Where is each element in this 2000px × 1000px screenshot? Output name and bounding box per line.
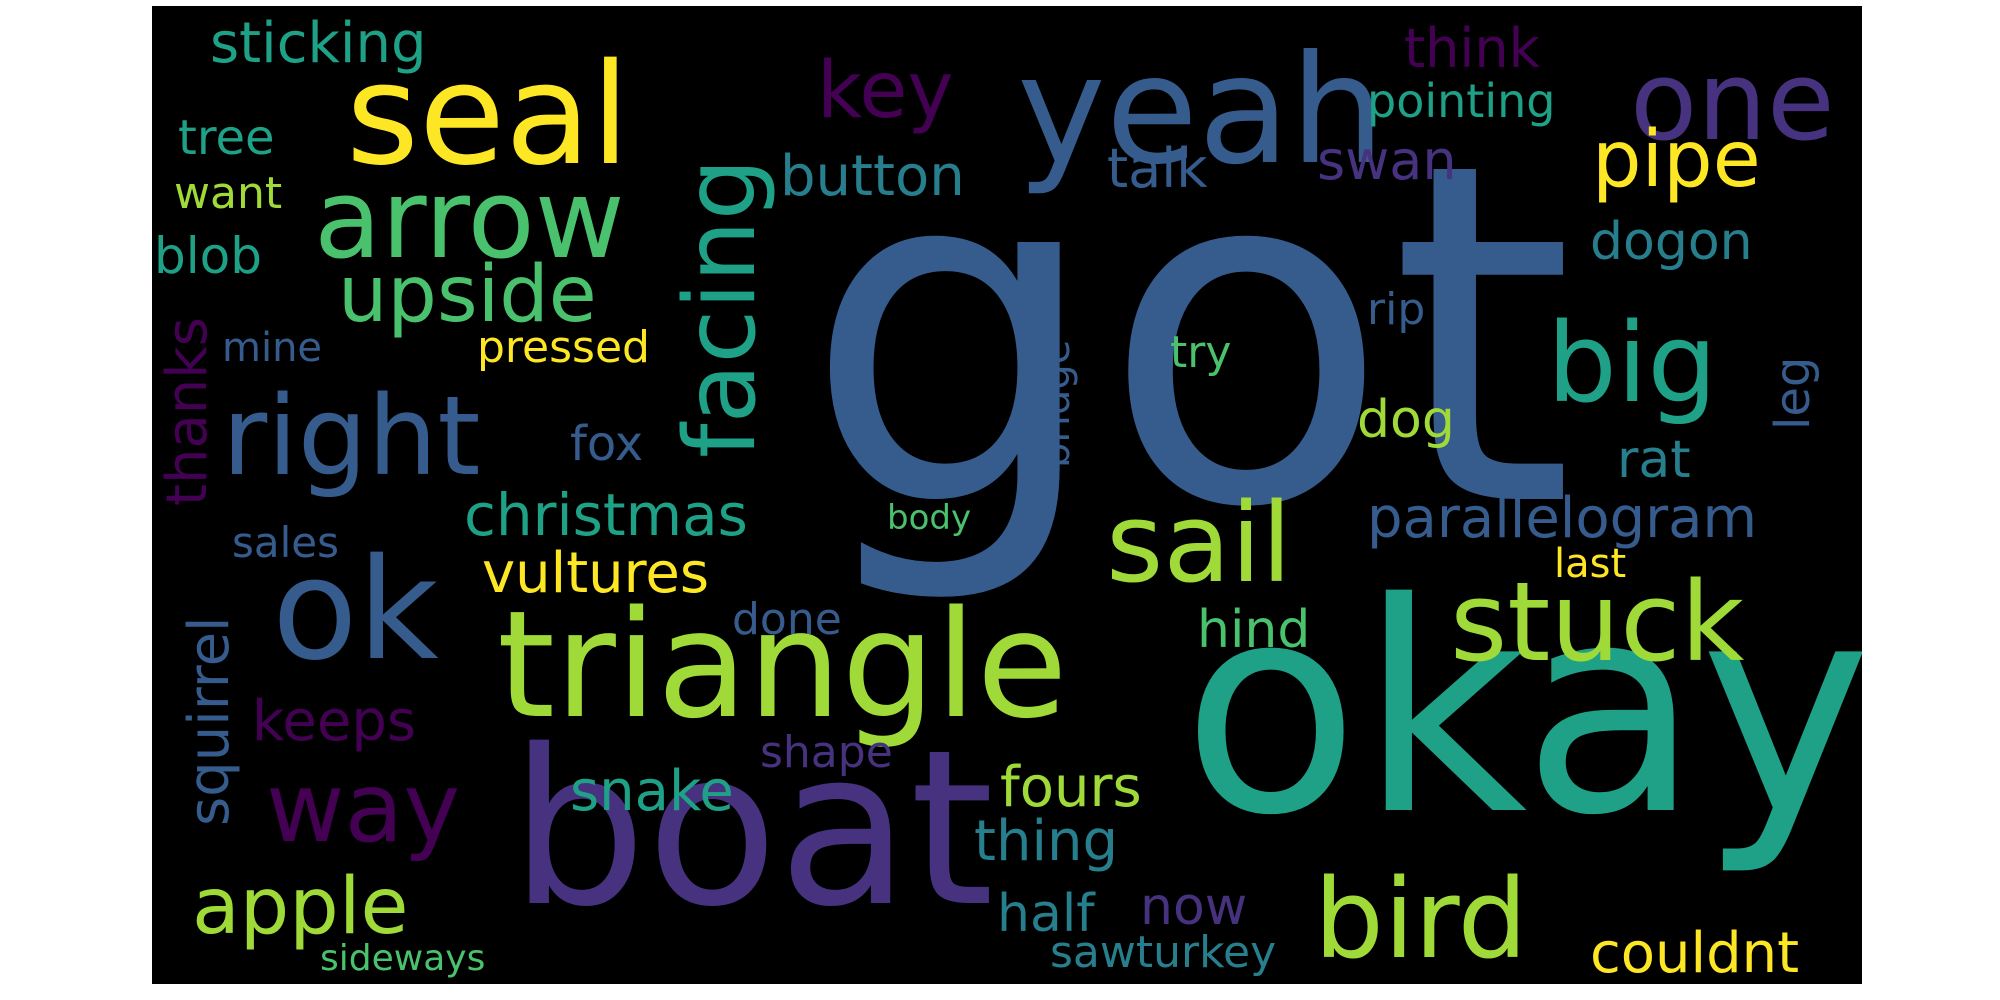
word-ok: ok bbox=[272, 529, 439, 692]
word-big: big bbox=[1547, 299, 1718, 427]
word-facing: facing bbox=[664, 158, 778, 458]
word-thanks: thanks bbox=[155, 317, 220, 506]
word-parallelogram: parallelogram bbox=[1367, 486, 1758, 551]
word-fours: fours bbox=[1000, 755, 1142, 820]
word-triangle: triangle bbox=[497, 579, 1068, 751]
word-snake: snake bbox=[570, 759, 734, 824]
word-pipe: pipe bbox=[1592, 115, 1761, 205]
word-squirrel: squirrel bbox=[177, 616, 242, 826]
word-christmas: christmas bbox=[464, 481, 748, 549]
word-upside: upside bbox=[338, 250, 597, 340]
word-key: key bbox=[817, 46, 954, 136]
word-blob: blob bbox=[154, 227, 262, 285]
word-sideways: sideways bbox=[320, 938, 486, 979]
word-pointing: pointing bbox=[1367, 74, 1556, 128]
word-dog: dog bbox=[1357, 390, 1455, 450]
word-arrow: arrow bbox=[314, 155, 625, 283]
word-sawturkey: sawturkey bbox=[1050, 927, 1277, 978]
word-boat: boat bbox=[510, 703, 995, 954]
word-swan: swan bbox=[1317, 129, 1457, 192]
word-dogon: dogon bbox=[1590, 212, 1753, 272]
word-talk: talk bbox=[1107, 137, 1208, 200]
word-one: one bbox=[1630, 37, 1835, 165]
word-stuck: stuck bbox=[1450, 558, 1745, 686]
word-right: right bbox=[222, 372, 481, 500]
word-half: half bbox=[997, 884, 1095, 944]
word-cloud: got okay boat triangle yeah seal arrow r… bbox=[152, 6, 1862, 984]
word-body: body bbox=[887, 498, 972, 538]
word-apple: apple bbox=[192, 862, 409, 952]
word-done: done bbox=[732, 594, 842, 645]
word-want: want bbox=[174, 168, 283, 219]
word-rip: rip bbox=[1367, 284, 1426, 335]
word-button: button bbox=[780, 144, 965, 209]
word-last: last bbox=[1554, 541, 1627, 587]
word-rat: rat bbox=[1617, 430, 1691, 490]
word-sales: sales bbox=[232, 518, 340, 567]
word-leg: leg bbox=[1765, 356, 1821, 430]
word-okay: okay bbox=[1182, 542, 1862, 879]
word-mine: mine bbox=[222, 325, 323, 371]
word-pressed: pressed bbox=[477, 322, 650, 373]
word-shape: shape bbox=[760, 727, 893, 778]
word-got: got bbox=[804, 63, 1575, 610]
word-seal: seal bbox=[346, 34, 630, 197]
word-fox: fox bbox=[570, 416, 644, 472]
word-think: think bbox=[1404, 17, 1540, 80]
word-vultures: vultures bbox=[482, 541, 710, 606]
word-bridge: bridge bbox=[1033, 339, 1079, 468]
word-try: try bbox=[1170, 327, 1232, 378]
word-way: way bbox=[266, 752, 461, 864]
word-sticking: sticking bbox=[210, 11, 427, 76]
word-now: now bbox=[1140, 877, 1248, 937]
word-hind: hind bbox=[1197, 600, 1311, 660]
word-thing: thing bbox=[974, 809, 1119, 874]
word-bird: bird bbox=[1314, 855, 1528, 983]
word-yeah: yeah bbox=[1017, 24, 1386, 198]
word-couldnt: couldnt bbox=[1590, 921, 1800, 984]
word-keeps: keeps bbox=[252, 689, 417, 754]
word-tree: tree bbox=[178, 110, 275, 166]
word-sail: sail bbox=[1106, 479, 1292, 607]
